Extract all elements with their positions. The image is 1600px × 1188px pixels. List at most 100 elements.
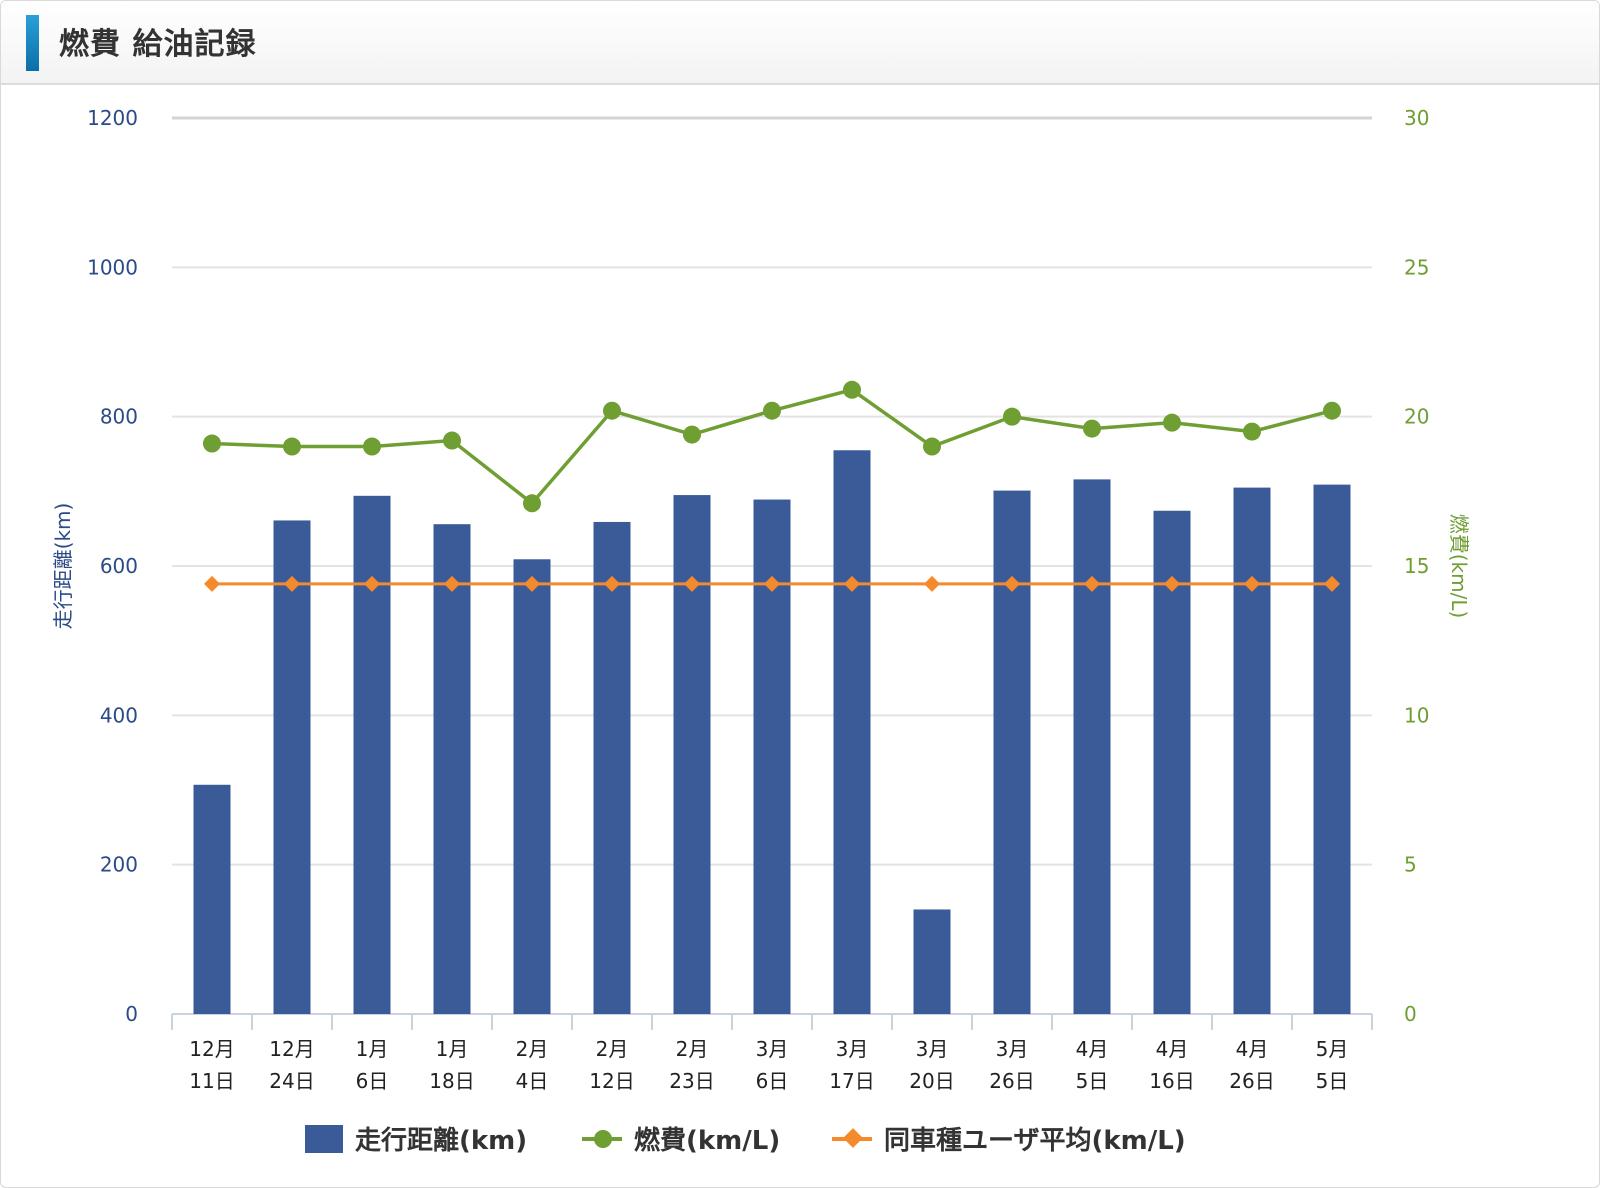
bar-distance: [353, 495, 391, 1014]
left-tick-label: 1000: [87, 255, 138, 279]
x-tick-label-month: 3月: [836, 1037, 869, 1061]
fuel-point: [1083, 419, 1101, 438]
legend-bar-swatch: [305, 1124, 343, 1153]
bar-distance: [993, 490, 1031, 1014]
panel-header: 燃費 給油記録: [1, 1, 1599, 85]
legend-label-fuel: 燃費(km/L): [634, 1126, 781, 1156]
avg-point: [204, 575, 220, 592]
x-tick-label-month: 4月: [1156, 1037, 1189, 1061]
x-tick-label-month: 2月: [516, 1037, 549, 1061]
fuel-point: [923, 437, 941, 456]
x-tick-label-day: 17日: [829, 1069, 874, 1093]
right-tick-label: 5: [1404, 853, 1417, 877]
left-tick-label: 1200: [87, 106, 138, 130]
right-tick-label: 0: [1404, 1002, 1417, 1026]
x-tick-label-day: 20日: [909, 1069, 954, 1093]
avg-point: [1004, 575, 1020, 592]
right-tick-label: 15: [1404, 554, 1429, 578]
x-tick-label-day: 4日: [516, 1069, 549, 1093]
x-tick-label-day: 18日: [429, 1069, 474, 1093]
avg-point: [604, 575, 620, 592]
bar-distance: [1153, 510, 1191, 1014]
bar-distance: [593, 521, 631, 1014]
page-title: 燃費 給油記録: [59, 27, 257, 62]
x-tick-label-month: 1月: [436, 1037, 469, 1061]
bar-distance: [1313, 484, 1351, 1014]
fuel-chart: 0 200 400 600 800 1000 1200 0 5 10 15 20 25 30 走行距離(km…: [51, 106, 1471, 1093]
x-tick-label-day: 16日: [1149, 1069, 1194, 1093]
x-tick-label-month: 4月: [1236, 1037, 1269, 1061]
fuel-point: [1163, 413, 1181, 432]
legend-label-distance: 走行距離(km): [355, 1126, 528, 1156]
header-accent-bar: [26, 15, 39, 71]
bar-distance: [1233, 487, 1271, 1015]
avg-point: [1084, 575, 1100, 592]
left-tick-label: 200: [100, 853, 138, 877]
fuel-point: [1003, 407, 1021, 426]
avg-point: [1244, 575, 1260, 592]
legend-item-distance[interactable]: 走行距離(km): [305, 1120, 527, 1157]
fuel-point: [603, 401, 621, 420]
legend-item-fuel[interactable]: 燃費(km/L): [582, 1120, 780, 1157]
chart-legend: 走行距離(km) 燃費(km/L) 同車種ユーザ平均(km/L): [0, 1120, 1600, 1170]
bar-distance: [273, 520, 311, 1014]
avg-point: [364, 575, 380, 592]
bar-distance: [833, 450, 871, 1014]
x-tick-label-month: 3月: [756, 1037, 789, 1061]
x-tick-label-day: 26日: [989, 1069, 1034, 1093]
x-tick-label-day: 26日: [1229, 1069, 1274, 1093]
fuel-point: [523, 494, 541, 513]
x-tick-label-month: 4月: [1076, 1037, 1109, 1061]
bar-distance: [513, 559, 551, 1014]
right-tick-label: 30: [1404, 106, 1429, 130]
bar-distance: [673, 495, 711, 1015]
fuel-point: [843, 380, 861, 399]
right-tick-label: 25: [1404, 255, 1429, 279]
x-tick-label-day: 6日: [356, 1069, 389, 1093]
x-tick-label-month: 3月: [996, 1037, 1029, 1061]
x-tick-label-month: 1月: [356, 1037, 389, 1061]
avg-point: [284, 575, 300, 592]
x-tick-label-day: 5日: [1316, 1069, 1349, 1093]
fuel-point: [443, 431, 461, 450]
x-tick-label-month: 3月: [916, 1037, 949, 1061]
right-tick-label: 10: [1404, 703, 1429, 727]
left-tick-label: 600: [100, 554, 138, 578]
bar-distance: [193, 784, 231, 1014]
avg-point: [524, 575, 540, 592]
legend-item-average[interactable]: 同車種ユーザ平均(km/L): [832, 1120, 1186, 1157]
avg-point: [844, 575, 860, 592]
x-tick-label-day: 12日: [589, 1069, 634, 1093]
left-tick-label: 0: [125, 1002, 138, 1026]
fuel-point: [683, 425, 701, 444]
x-tick-label-day: 24日: [269, 1069, 314, 1093]
x-tick-label-month: 5月: [1316, 1037, 1349, 1061]
right-tick-label: 20: [1404, 405, 1429, 429]
x-tick-label-month: 12月: [269, 1037, 314, 1061]
legend-line-swatch: [832, 1127, 872, 1148]
avg-point: [444, 575, 460, 592]
legend-label-average: 同車種ユーザ平均(km/L): [884, 1126, 1186, 1156]
y-axis-title: 走行距離(km): [51, 503, 75, 630]
avg-point: [764, 575, 780, 592]
bar-distance: [433, 524, 471, 1014]
x-tick-label-day: 5日: [1076, 1069, 1109, 1093]
fuel-point: [1243, 422, 1261, 441]
fuel-point: [1323, 401, 1341, 420]
avg-point: [684, 575, 700, 592]
y2-axis-title: 燃費(km/L): [1447, 514, 1471, 619]
fuel-point: [203, 434, 221, 453]
avg-point: [1164, 575, 1180, 592]
left-tick-label: 800: [100, 405, 138, 429]
bar-distance: [913, 909, 951, 1014]
fuel-point: [283, 437, 301, 456]
x-tick-label-month: 2月: [596, 1037, 629, 1061]
bar-distance: [1073, 479, 1111, 1014]
avg-point: [1324, 575, 1340, 592]
legend-line-swatch: [582, 1129, 622, 1148]
x-tick-label-month: 2月: [676, 1037, 709, 1061]
fuel-point: [363, 437, 381, 456]
x-tick-label-day: 6日: [756, 1069, 789, 1093]
avg-point: [924, 575, 940, 592]
fuel-point: [763, 401, 781, 420]
